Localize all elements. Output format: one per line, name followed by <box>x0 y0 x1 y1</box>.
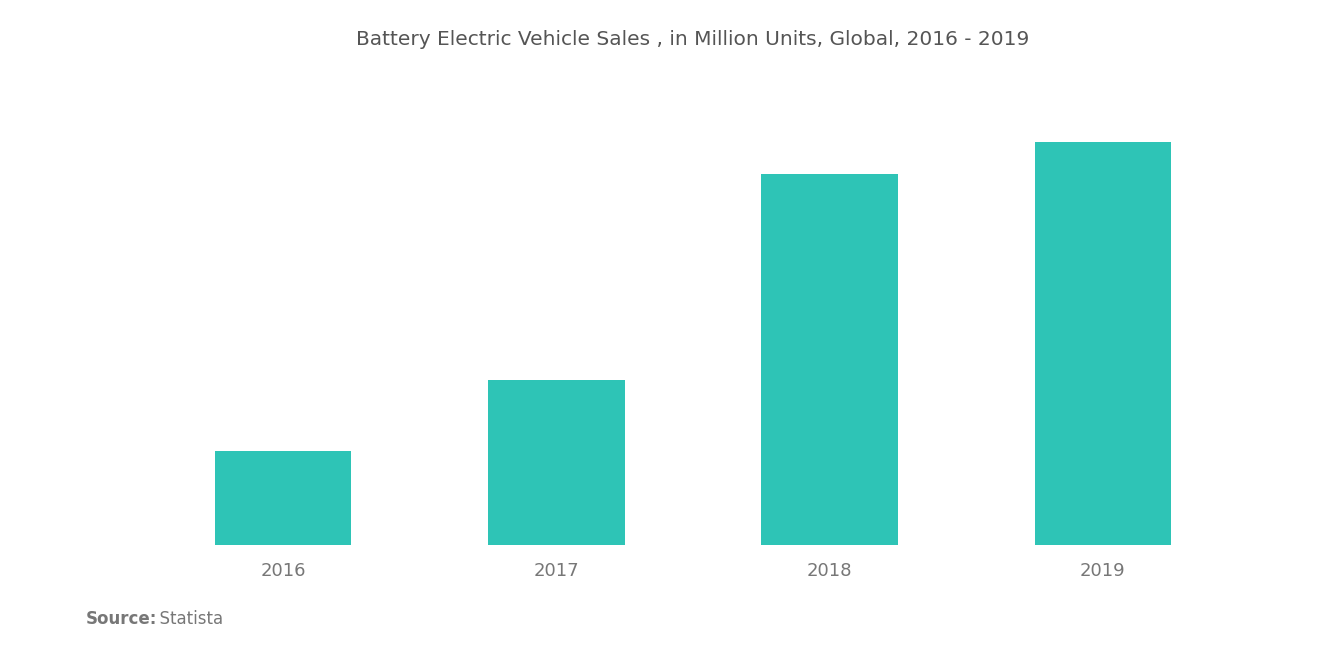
Text: Statista: Statista <box>149 610 223 628</box>
Bar <box>1035 142 1171 545</box>
Bar <box>215 451 351 545</box>
Title: Battery Electric Vehicle Sales , in Million Units, Global, 2016 - 2019: Battery Electric Vehicle Sales , in Mill… <box>356 30 1030 49</box>
Bar <box>488 380 624 545</box>
Text: Source:: Source: <box>86 610 157 628</box>
Bar <box>762 174 898 545</box>
